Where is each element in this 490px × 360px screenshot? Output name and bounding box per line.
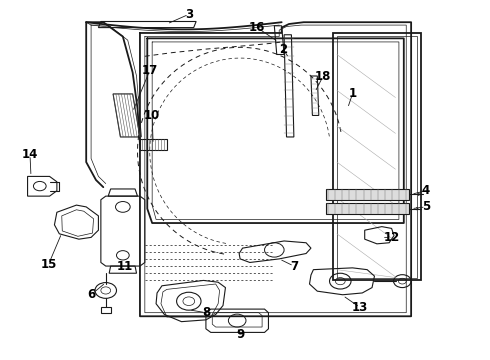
Text: 12: 12 — [384, 231, 400, 244]
Polygon shape — [326, 203, 409, 214]
Polygon shape — [326, 189, 409, 200]
Text: 3: 3 — [185, 8, 193, 21]
Text: 4: 4 — [422, 184, 430, 197]
Text: 13: 13 — [352, 301, 368, 314]
Text: 16: 16 — [249, 21, 266, 34]
Text: 6: 6 — [87, 288, 95, 301]
Text: 7: 7 — [290, 260, 298, 273]
Text: 10: 10 — [144, 109, 160, 122]
Text: 17: 17 — [142, 64, 158, 77]
Text: 1: 1 — [348, 87, 357, 100]
Text: 15: 15 — [40, 258, 57, 271]
Text: 11: 11 — [117, 260, 133, 273]
Text: 9: 9 — [236, 328, 244, 341]
Text: 5: 5 — [422, 201, 430, 213]
Text: 14: 14 — [22, 148, 38, 161]
Text: 2: 2 — [279, 42, 287, 55]
Text: 18: 18 — [315, 69, 331, 82]
Text: 8: 8 — [202, 306, 210, 319]
